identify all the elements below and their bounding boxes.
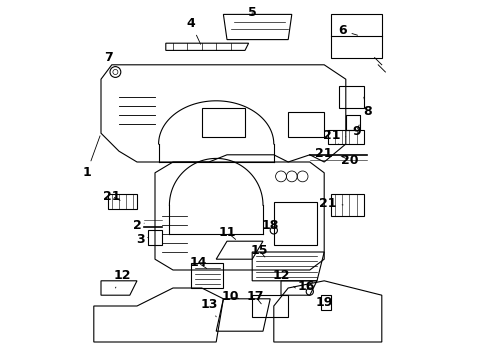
Text: 21: 21	[316, 144, 339, 159]
Text: 7: 7	[104, 51, 116, 67]
Text: 20: 20	[341, 154, 358, 167]
Text: 2: 2	[133, 219, 144, 231]
Bar	[202, 108, 245, 137]
Text: 17: 17	[247, 291, 265, 304]
Text: 3: 3	[136, 233, 148, 246]
Text: 13: 13	[200, 298, 218, 317]
Text: 11: 11	[218, 226, 236, 239]
Text: 18: 18	[262, 219, 279, 231]
Text: 14: 14	[190, 256, 207, 269]
Text: 12: 12	[114, 269, 131, 288]
Text: 5: 5	[248, 6, 257, 19]
Bar	[274, 202, 317, 245]
Text: 15: 15	[251, 244, 268, 257]
Text: 10: 10	[222, 291, 239, 303]
Text: 9: 9	[352, 125, 361, 138]
Text: 1: 1	[82, 136, 100, 179]
Text: 19: 19	[316, 296, 333, 309]
Text: 16: 16	[297, 280, 315, 293]
Text: 21: 21	[322, 129, 346, 141]
Text: 21: 21	[319, 197, 343, 210]
Text: 8: 8	[363, 97, 372, 118]
Bar	[288, 112, 324, 137]
Text: 21: 21	[103, 190, 121, 203]
Text: 6: 6	[338, 24, 358, 37]
Text: 12: 12	[272, 269, 295, 288]
Text: 4: 4	[187, 17, 200, 44]
